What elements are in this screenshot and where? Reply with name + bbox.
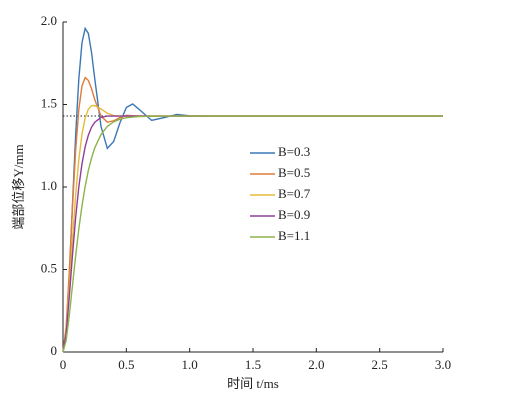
y-tick-label: 0.5 xyxy=(41,260,57,275)
legend-label: B=0.5 xyxy=(278,165,310,180)
x-tick-label: 0 xyxy=(60,357,67,372)
legend-label: B=0.3 xyxy=(278,144,310,159)
legend-label: B=1.1 xyxy=(278,228,310,243)
x-axis-label: 时间 t/ms xyxy=(227,376,279,391)
legend-label: B=0.7 xyxy=(278,186,311,201)
series-line xyxy=(62,26,443,353)
legend-label: B=0.9 xyxy=(278,207,310,222)
x-tick-label: 1.0 xyxy=(182,357,198,372)
y-tick-label: 1.0 xyxy=(41,178,57,193)
y-tick-label: 2.0 xyxy=(41,13,57,28)
y-axis-label: 端部位移Y/mm xyxy=(11,144,26,229)
y-tick-label: 0 xyxy=(51,343,58,358)
series-line xyxy=(62,115,443,353)
series-line xyxy=(62,115,443,353)
x-tick-label: 0.5 xyxy=(118,357,134,372)
x-tick-label: 2.0 xyxy=(308,357,324,372)
x-tick-label: 1.5 xyxy=(245,357,261,372)
x-tick-label: 3.0 xyxy=(435,357,451,372)
series-line xyxy=(62,104,443,353)
y-tick-label: 1.5 xyxy=(41,95,57,110)
x-tick-label: 2.5 xyxy=(372,357,388,372)
